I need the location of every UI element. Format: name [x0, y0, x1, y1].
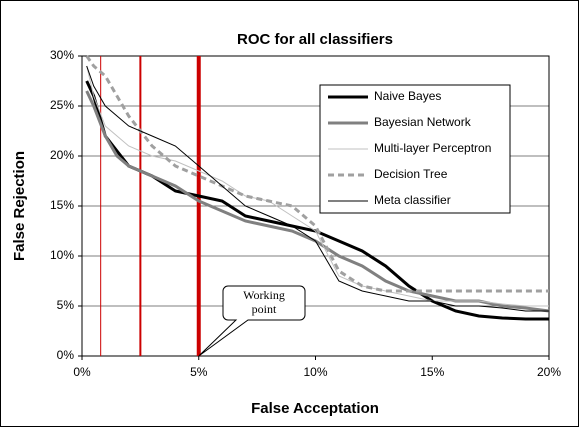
series-line	[86, 65, 549, 307]
x-tick-label: 10%	[303, 365, 327, 379]
y-axis-title: False Rejection	[11, 151, 28, 261]
chart-title: ROC for all classifiers	[237, 31, 393, 48]
x-tick-label: 15%	[420, 365, 444, 379]
series-line	[86, 65, 549, 312]
y-tick-label: 10%	[50, 248, 74, 262]
annotation-line: Working	[243, 288, 285, 302]
y-tick-label: 30%	[50, 48, 74, 62]
legend-label: Multi-layer Perceptron	[374, 141, 491, 155]
annotation: Working point	[243, 288, 285, 316]
x-tick-label: 0%	[73, 365, 91, 379]
y-tick-label: 5%	[57, 298, 75, 312]
y-tick-label: 25%	[50, 98, 74, 112]
y-tick-label: 15%	[50, 198, 74, 212]
legend-label: Decision Tree	[374, 167, 448, 181]
legend-label: Bayesian Network	[374, 115, 472, 129]
x-tick-label: 5%	[190, 365, 208, 379]
x-tick-label: 20%	[537, 365, 561, 379]
legend-box	[319, 84, 511, 214]
y-tick-label: 0%	[57, 348, 75, 362]
callout	[198, 285, 306, 357]
legend-label: Meta classifier	[374, 193, 451, 207]
y-tick-label: 20%	[50, 148, 74, 162]
annotation-line: point	[252, 302, 277, 316]
legend-label: Naive Bayes	[374, 89, 441, 103]
x-axis-title: False Acceptation	[251, 400, 379, 417]
